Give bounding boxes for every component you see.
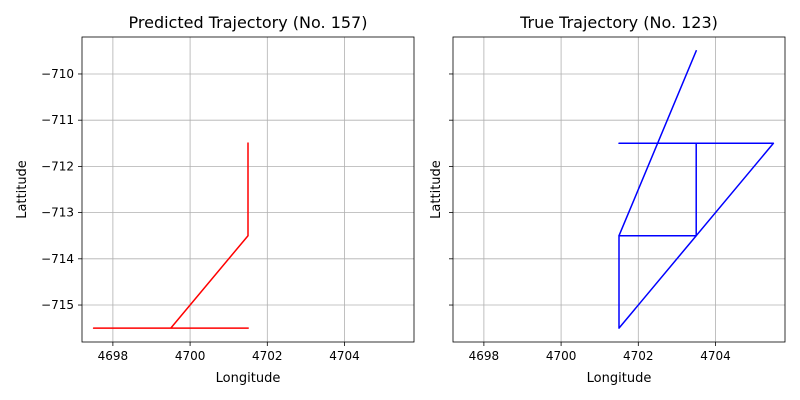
x-axis-label: Longitude <box>587 371 652 386</box>
x-tick-label: 4700 <box>175 349 206 363</box>
x-tick-label: 4704 <box>700 349 731 363</box>
x-tick-label: 4702 <box>252 349 283 363</box>
chart-title: Predicted Trajectory (No. 157) <box>129 13 368 32</box>
y-tick-label: −710 <box>41 67 74 81</box>
x-axis-label: Longitude <box>216 371 281 386</box>
y-axis-label: Lattitude <box>429 160 444 219</box>
y-tick-label: −712 <box>41 159 74 173</box>
x-tick-label: 4698 <box>98 349 129 363</box>
plot-frame <box>81 36 415 343</box>
chart-panel-left: 4698 4700 4702 4704 −710 −711 −712 −713 −714 −715… <box>15 13 415 386</box>
x-tick-label: 4700 <box>546 349 577 363</box>
plot-frame <box>452 36 786 343</box>
y-tick-label: −715 <box>41 298 74 312</box>
chart-panel-right: 4698 4700 4702 4704 True Trajectory (No. 123… <box>429 13 786 386</box>
chart-title: True Trajectory (No. 123) <box>519 13 718 32</box>
trajectory-line <box>92 142 249 329</box>
x-tick-label: 4704 <box>329 349 360 363</box>
y-tick-label: −714 <box>41 252 74 266</box>
y-tick-label: −713 <box>41 206 74 220</box>
x-tick-label: 4702 <box>623 349 654 363</box>
x-tick-label: 4698 <box>469 349 500 363</box>
y-tick-label: −711 <box>41 113 74 127</box>
y-axis-label: Lattitude <box>15 160 30 219</box>
trajectory-line <box>618 49 775 329</box>
